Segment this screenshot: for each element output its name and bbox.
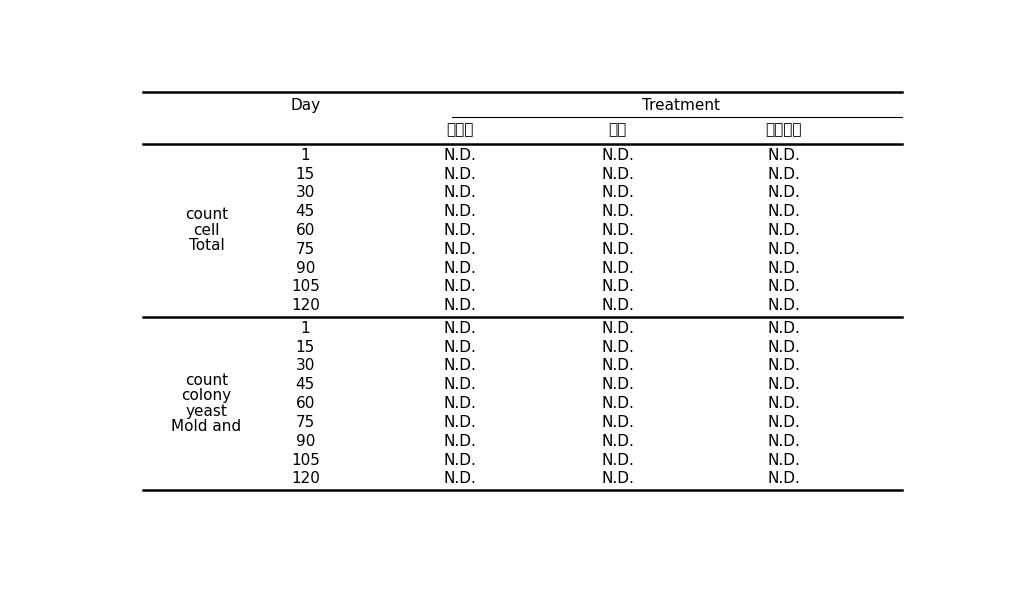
Text: N.D.: N.D. [766,204,799,219]
Text: N.D.: N.D. [766,321,799,336]
Text: N.D.: N.D. [442,148,476,163]
Text: N.D.: N.D. [766,434,799,448]
Text: N.D.: N.D. [442,340,476,354]
Text: 75: 75 [296,242,315,257]
Text: N.D.: N.D. [766,453,799,467]
Text: 1: 1 [301,321,310,336]
Text: N.D.: N.D. [766,279,799,295]
Text: N.D.: N.D. [600,204,634,219]
Text: N.D.: N.D. [600,434,634,448]
Text: N.D.: N.D. [766,415,799,430]
Text: N.D.: N.D. [600,415,634,430]
Text: N.D.: N.D. [442,167,476,181]
Text: N.D.: N.D. [766,167,799,181]
Text: N.D.: N.D. [442,453,476,467]
Text: N.D.: N.D. [442,396,476,411]
Text: N.D.: N.D. [600,453,634,467]
Text: N.D.: N.D. [766,359,799,373]
Text: 60: 60 [296,223,315,238]
Text: N.D.: N.D. [600,396,634,411]
Text: 105: 105 [290,279,320,295]
Text: N.D.: N.D. [442,185,476,200]
Text: N.D.: N.D. [766,396,799,411]
Text: N.D.: N.D. [766,377,799,392]
Text: N.D.: N.D. [442,204,476,219]
Text: 머스타드: 머스타드 [764,122,801,137]
Text: 120: 120 [290,471,320,486]
Text: N.D.: N.D. [442,359,476,373]
Text: N.D.: N.D. [442,471,476,486]
Text: N.D.: N.D. [766,471,799,486]
Text: 30: 30 [296,185,315,200]
Text: 홍고추: 홍고추 [445,122,473,137]
Text: 75: 75 [296,415,315,430]
Text: 90: 90 [296,261,315,276]
Text: 30: 30 [296,359,315,373]
Text: N.D.: N.D. [442,279,476,295]
Text: N.D.: N.D. [442,434,476,448]
Text: N.D.: N.D. [442,242,476,257]
Text: count: count [184,373,228,388]
Text: N.D.: N.D. [442,223,476,238]
Text: N.D.: N.D. [442,298,476,313]
Text: N.D.: N.D. [442,261,476,276]
Text: Mold and: Mold and [171,419,242,434]
Text: 90: 90 [296,434,315,448]
Text: N.D.: N.D. [442,415,476,430]
Text: N.D.: N.D. [766,185,799,200]
Text: N.D.: N.D. [600,377,634,392]
Text: cell: cell [194,223,219,238]
Text: Treatment: Treatment [641,98,719,113]
Text: N.D.: N.D. [766,298,799,313]
Text: N.D.: N.D. [766,223,799,238]
Text: colony: colony [181,389,231,403]
Text: N.D.: N.D. [766,340,799,354]
Text: N.D.: N.D. [442,321,476,336]
Text: 15: 15 [296,340,315,354]
Text: yeast: yeast [185,404,227,419]
Text: Total: Total [189,238,224,254]
Text: 105: 105 [290,453,320,467]
Text: N.D.: N.D. [600,279,634,295]
Text: N.D.: N.D. [600,167,634,181]
Text: N.D.: N.D. [600,298,634,313]
Text: N.D.: N.D. [600,223,634,238]
Text: 120: 120 [290,298,320,313]
Text: 15: 15 [296,167,315,181]
Text: N.D.: N.D. [442,377,476,392]
Text: 45: 45 [296,204,315,219]
Text: 간장: 간장 [608,122,626,137]
Text: N.D.: N.D. [600,242,634,257]
Text: N.D.: N.D. [600,261,634,276]
Text: 45: 45 [296,377,315,392]
Text: 60: 60 [296,396,315,411]
Text: N.D.: N.D. [600,340,634,354]
Text: N.D.: N.D. [766,148,799,163]
Text: 1: 1 [301,148,310,163]
Text: N.D.: N.D. [766,261,799,276]
Text: count: count [184,207,228,222]
Text: N.D.: N.D. [600,148,634,163]
Text: N.D.: N.D. [600,359,634,373]
Text: N.D.: N.D. [600,471,634,486]
Text: N.D.: N.D. [600,321,634,336]
Text: N.D.: N.D. [766,242,799,257]
Text: N.D.: N.D. [600,185,634,200]
Text: Day: Day [290,98,320,113]
